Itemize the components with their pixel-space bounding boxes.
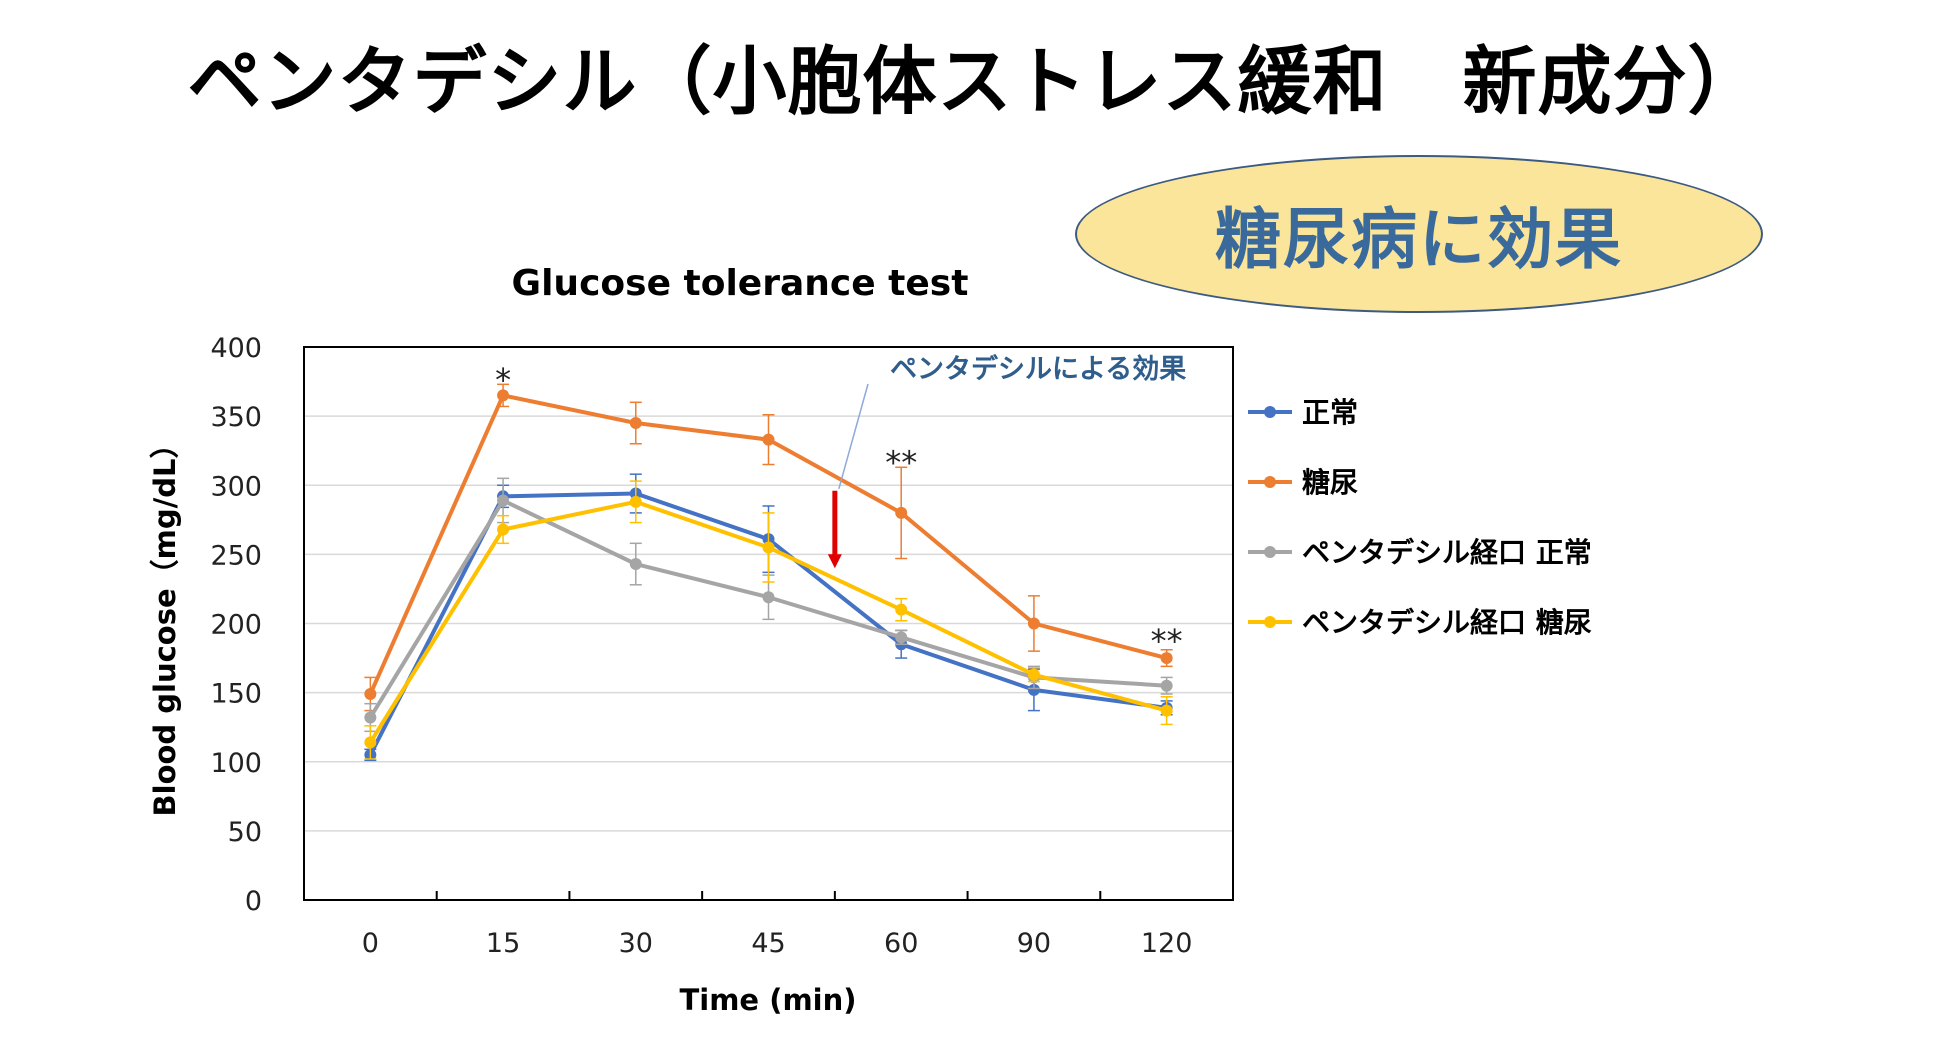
legend-item-4: ペンタデシル経口 糖尿: [1248, 606, 1592, 639]
legend-label: 糖尿: [1302, 466, 1358, 499]
x-tick-label-0: 0: [362, 928, 379, 959]
legend-item-3: ペンタデシル経口 正常: [1248, 536, 1592, 569]
x-tick-label-30: 30: [619, 928, 653, 959]
data-point: [1160, 704, 1173, 717]
y-tick-labels: 0 50 100 150 200 250 300 350 400: [210, 333, 262, 917]
y-tick-label-50: 50: [228, 817, 262, 848]
y-tick-label-100: 100: [210, 748, 262, 779]
legend-swatch-dot: [1264, 616, 1276, 628]
y-tick-label-400: 400: [210, 333, 262, 364]
series-4: [364, 480, 1173, 760]
significance-marker: **: [885, 444, 917, 482]
y-tick-label-250: 250: [210, 540, 262, 571]
data-point: [1027, 668, 1040, 681]
legend-swatch-dot: [1264, 406, 1276, 418]
effect-badge: 糖尿病に効果: [1075, 155, 1763, 313]
y-tick-label-0: 0: [245, 886, 262, 917]
x-tick-label-60: 60: [884, 928, 918, 959]
y-axis-label: Blood glucose（mg/dL）: [148, 430, 182, 817]
data-point: [762, 541, 775, 554]
legend-swatch-dot: [1264, 476, 1276, 488]
significance-markers: *****: [495, 361, 1183, 660]
legend-item-2: 糖尿: [1248, 466, 1358, 499]
red-arrow-head: [827, 554, 842, 569]
effect-annotation: ペンタデシルによる効果: [827, 353, 1186, 569]
x-axis-label: Time (min): [679, 983, 856, 1017]
data-point: [497, 494, 510, 507]
effect-badge-text: 糖尿病に効果: [1215, 201, 1623, 278]
slide-title: ペンタデシル（小胞体ストレス緩和 新成分）: [187, 39, 1763, 125]
y-tick-label-200: 200: [210, 610, 262, 641]
x-tick-labels: 0 15 30 45 60 90 120: [362, 928, 1193, 959]
x-tick-label-90: 90: [1017, 928, 1051, 959]
data-point: [762, 591, 775, 604]
series-group: [364, 383, 1173, 762]
data-point: [629, 495, 642, 508]
legend-item-1: 正常: [1248, 396, 1358, 429]
data-point: [364, 711, 377, 724]
y-tick-label-350: 350: [210, 402, 262, 433]
significance-marker: *: [495, 361, 511, 399]
data-point: [629, 558, 642, 571]
data-point: [895, 506, 908, 519]
plot-frame: [303, 346, 1234, 901]
x-tick-label-45: 45: [751, 928, 785, 959]
y-tick-label-300: 300: [210, 471, 262, 502]
data-point: [364, 688, 377, 701]
data-point: [762, 433, 775, 446]
annotation-leader-line: [838, 383, 869, 489]
legend-label: 正常: [1302, 396, 1358, 429]
x-tick-marks: [435, 891, 1102, 900]
data-point: [895, 603, 908, 616]
data-point: [1160, 679, 1173, 692]
data-point: [1160, 652, 1173, 665]
x-tick-label-15: 15: [486, 928, 520, 959]
legend-label: ペンタデシル経口 正常: [1302, 536, 1592, 569]
series-2: [364, 383, 1173, 712]
data-point: [895, 631, 908, 644]
legend-swatch-dot: [1264, 546, 1276, 558]
data-point: [497, 523, 510, 536]
annotation-text: ペンタデシルによる効果: [890, 353, 1186, 385]
significance-marker: **: [1151, 622, 1183, 660]
y-tick-label-150: 150: [210, 679, 262, 710]
data-point: [497, 389, 510, 402]
data-point: [364, 736, 377, 749]
data-point: [629, 417, 642, 430]
data-point: [1027, 617, 1040, 630]
legend-label: ペンタデシル経口 糖尿: [1302, 606, 1592, 639]
chart-title: Glucose tolerance test: [512, 263, 969, 304]
data-point: [1027, 683, 1040, 696]
x-tick-label-120: 120: [1141, 928, 1193, 959]
